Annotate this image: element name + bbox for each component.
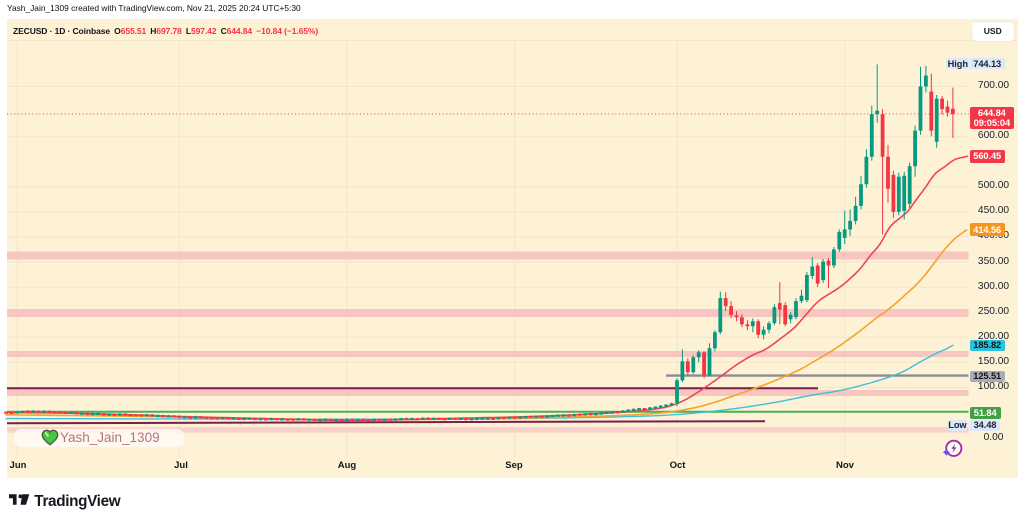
svg-text:TradingView: TradingView (34, 494, 120, 510)
